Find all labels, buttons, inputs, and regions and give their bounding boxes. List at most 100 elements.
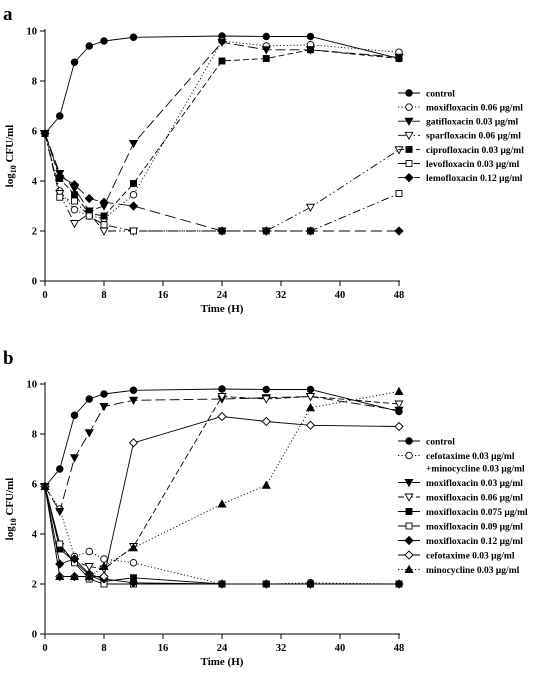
legend-label: moxifloxacin 0.03 μg/ml [426,479,523,489]
x-tick-label: 48 [394,290,405,301]
legend-label: cefotaxime 0.03 μg/ml [426,551,515,561]
y-tick-label: 10 [27,380,38,391]
legend-marker [404,493,414,502]
data-point [84,429,94,438]
legend-item: sparfloxacin 0.06 μg/ml [398,132,521,142]
data-point [394,400,404,409]
data-point [218,385,226,393]
legend-label-cont: +minocycline 0.03 μg/ml [426,464,525,474]
series-line [44,133,399,232]
data-point [56,465,64,473]
data-point [217,499,227,508]
y-axis-title-unit: CFU/ml [4,478,16,519]
data-point [99,571,109,582]
legend-marker [405,103,413,111]
data-point [69,180,80,190]
data-point [262,32,271,41]
series-2 [41,482,403,588]
data-point [394,146,404,155]
data-point [56,193,64,201]
panel-letter: a [3,4,13,25]
data-point [217,579,227,589]
series-line [44,396,400,513]
x-tick-label: 16 [158,643,169,654]
data-point [262,55,270,62]
data-point [100,555,108,563]
x-axis-title: Time (H) [201,303,244,315]
y-tick-label: 2 [32,580,37,591]
legend-label: moxifloxacin 0.06 μg/ml [426,104,523,114]
data-point [99,403,109,412]
series-9 [40,386,404,580]
y-axis-title-base: log [4,173,16,188]
legend-item: moxifloxacin 0.12 μg/ml [398,535,523,547]
series-line [44,486,399,585]
x-tick-label: 16 [158,290,169,301]
legend-item: moxifloxacin 0.06 μg/ml [398,103,523,114]
series-line [44,416,400,577]
legend-label: levofloxacin 0.03 μg/ml [426,160,520,170]
legend: control cefotaxime 0.03 μg/ml +minocycline… [398,437,528,576]
data-point [40,481,50,490]
legend-item: cefotaxime 0.03 μg/ml [398,550,515,561]
data-point [129,559,138,567]
data-point [305,393,316,402]
data-point [128,543,139,552]
data-point [55,571,65,580]
data-point [128,396,139,405]
series-line [44,388,400,487]
data-point [262,385,271,394]
data-point [305,579,316,589]
legend-label: ciprofloxacin 0.03 μg/ml [426,146,524,156]
data-point [56,112,64,120]
data-point [305,420,316,430]
legend-marker [405,145,413,153]
data-point [394,226,404,236]
data-point [128,438,139,448]
legend-label: sparfloxacin 0.06 μg/ml [426,132,521,142]
data-point [217,411,227,422]
legend-label: moxifloxacin 0.075 μg/ml [426,508,528,518]
data-point [100,390,108,398]
data-point [129,386,138,395]
legend-marker [405,160,413,167]
data-point [70,205,79,214]
legend-marker [404,479,414,488]
legend-item: cefotaxime 0.03 μg/ml +minocycline 0.03 μ… [398,451,525,474]
legend-item: control [398,89,455,99]
series-line [44,40,400,219]
panel-letter: b [3,348,14,369]
data-point [261,395,271,404]
legend-item: minocycline 0.03 μg/ml [398,564,520,576]
x-tick-label: 40 [335,290,346,301]
legend-item: gatifloxacin 0.03 μg/ml [398,118,519,128]
legend-item: levofloxacin 0.03 μg/ml [398,160,520,170]
legend-item: moxifloxacin 0.09 μg/ml [398,522,523,532]
legend-label: gatifloxacin 0.03 μg/ml [426,118,519,128]
legend-marker [404,535,414,546]
series-5 [41,483,403,588]
data-point [217,393,227,402]
legend-label: moxifloxacin 0.12 μg/ml [426,537,523,547]
y-axis-title-sub: 10 [9,165,18,173]
y-tick-label: 6 [32,127,37,138]
series-6 [41,130,403,235]
data-point [130,180,137,187]
series-line [44,133,400,232]
series-line [44,391,400,577]
data-point [261,226,271,236]
data-point [128,578,139,588]
data-point [394,579,404,589]
legend-item: moxifloxacin 0.03 μg/ml [398,479,523,489]
data-point [100,37,108,45]
y-tick-label: 2 [32,227,37,238]
y-axis-title-sub: 10 [9,518,18,526]
x-tick-label: 0 [42,643,47,654]
legend-label: control [426,437,455,447]
data-point [217,226,227,236]
series-3 [40,393,404,517]
data-point [69,454,80,463]
series-line [44,133,400,232]
legend-marker [404,131,414,141]
